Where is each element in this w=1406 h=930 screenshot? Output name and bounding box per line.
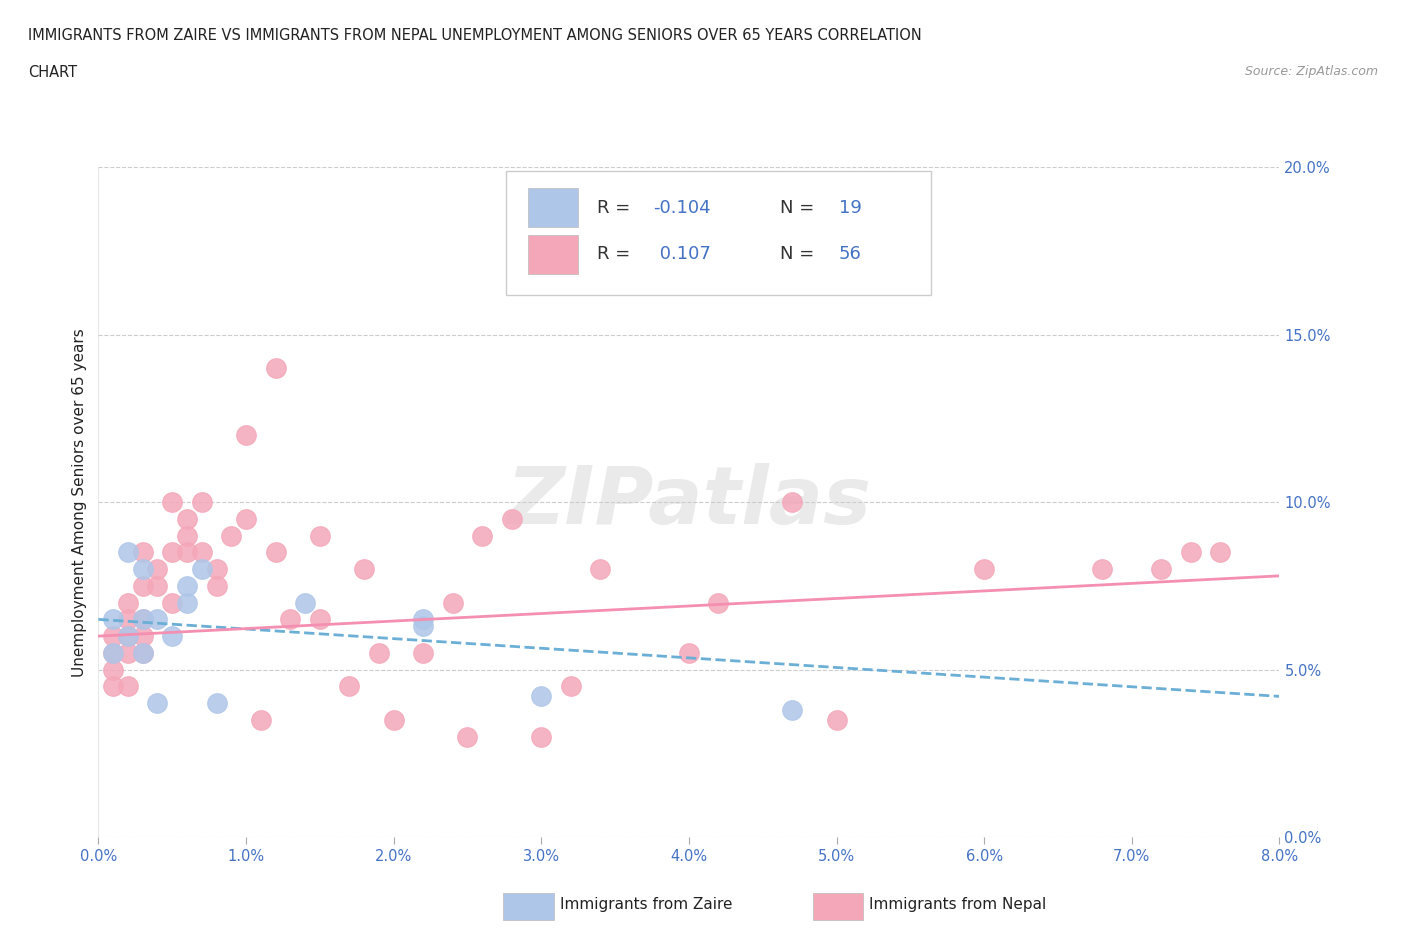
Point	[501, 512, 523, 526]
Point	[308, 612, 332, 627]
Point	[117, 645, 139, 660]
Text: IMMIGRANTS FROM ZAIRE VS IMMIGRANTS FROM NEPAL UNEMPLOYMENT AMONG SENIORS OVER 6: IMMIGRANTS FROM ZAIRE VS IMMIGRANTS FROM…	[28, 28, 922, 43]
FancyBboxPatch shape	[529, 235, 578, 273]
Point	[471, 528, 494, 543]
Text: -0.104: -0.104	[654, 199, 711, 217]
Point	[205, 696, 228, 711]
Point	[146, 562, 169, 577]
Point	[132, 645, 155, 660]
Point	[353, 562, 375, 577]
Point	[294, 595, 316, 610]
Point	[205, 578, 228, 593]
Point	[973, 562, 995, 577]
Point	[103, 612, 124, 627]
Point	[382, 712, 405, 727]
Text: ZIPatlas: ZIPatlas	[506, 463, 872, 541]
Point	[412, 612, 434, 627]
Point	[162, 495, 183, 510]
Point	[176, 578, 198, 593]
Text: 19: 19	[839, 199, 862, 217]
Point	[589, 562, 612, 577]
Point	[132, 545, 155, 560]
Point	[103, 629, 124, 644]
Point	[1209, 545, 1232, 560]
Text: R =: R =	[596, 199, 636, 217]
Point	[235, 512, 257, 526]
Point	[191, 495, 214, 510]
Point	[103, 662, 124, 677]
Point	[367, 645, 389, 660]
Point	[132, 562, 155, 577]
Point	[162, 545, 183, 560]
Point	[825, 712, 848, 727]
Text: 56: 56	[839, 246, 862, 263]
Text: N =: N =	[780, 246, 820, 263]
Point	[117, 595, 139, 610]
Point	[103, 645, 124, 660]
Point	[560, 679, 582, 694]
Point	[678, 645, 700, 660]
Point	[117, 629, 139, 644]
Point	[456, 729, 478, 744]
Point	[146, 612, 169, 627]
Point	[176, 528, 198, 543]
Point	[1180, 545, 1202, 560]
Text: Immigrants from Zaire: Immigrants from Zaire	[560, 897, 733, 912]
Point	[162, 629, 183, 644]
Y-axis label: Unemployment Among Seniors over 65 years: Unemployment Among Seniors over 65 years	[72, 328, 87, 677]
Text: Immigrants from Nepal: Immigrants from Nepal	[869, 897, 1046, 912]
Text: CHART: CHART	[28, 65, 77, 80]
Point	[117, 679, 139, 694]
Point	[176, 545, 198, 560]
Point	[132, 578, 155, 593]
Point	[162, 595, 183, 610]
Point	[278, 612, 301, 627]
Point	[103, 679, 124, 694]
FancyBboxPatch shape	[529, 189, 578, 227]
Point	[117, 545, 139, 560]
Point	[250, 712, 273, 727]
Point	[191, 545, 214, 560]
Point	[782, 702, 804, 717]
Point	[1150, 562, 1173, 577]
Point	[1091, 562, 1114, 577]
Point	[530, 729, 553, 744]
Point	[132, 612, 155, 627]
Text: R =: R =	[596, 246, 636, 263]
Point	[132, 612, 155, 627]
Point	[412, 645, 434, 660]
Point	[264, 545, 287, 560]
Point	[176, 512, 198, 526]
Point	[117, 612, 139, 627]
Text: N =: N =	[780, 199, 820, 217]
Point	[707, 595, 730, 610]
Point	[219, 528, 242, 543]
Point	[176, 595, 198, 610]
Text: Source: ZipAtlas.com: Source: ZipAtlas.com	[1244, 65, 1378, 78]
Point	[412, 618, 434, 633]
Point	[441, 595, 464, 610]
Point	[132, 629, 155, 644]
Point	[782, 495, 804, 510]
Point	[264, 361, 287, 376]
FancyBboxPatch shape	[506, 171, 931, 295]
Point	[117, 629, 139, 644]
Point	[235, 428, 257, 443]
Text: 0.107: 0.107	[654, 246, 710, 263]
Point	[205, 562, 228, 577]
Point	[146, 696, 169, 711]
Point	[530, 689, 553, 704]
Point	[146, 578, 169, 593]
Point	[103, 645, 124, 660]
Point	[132, 645, 155, 660]
Point	[337, 679, 360, 694]
Point	[191, 562, 214, 577]
Point	[308, 528, 332, 543]
